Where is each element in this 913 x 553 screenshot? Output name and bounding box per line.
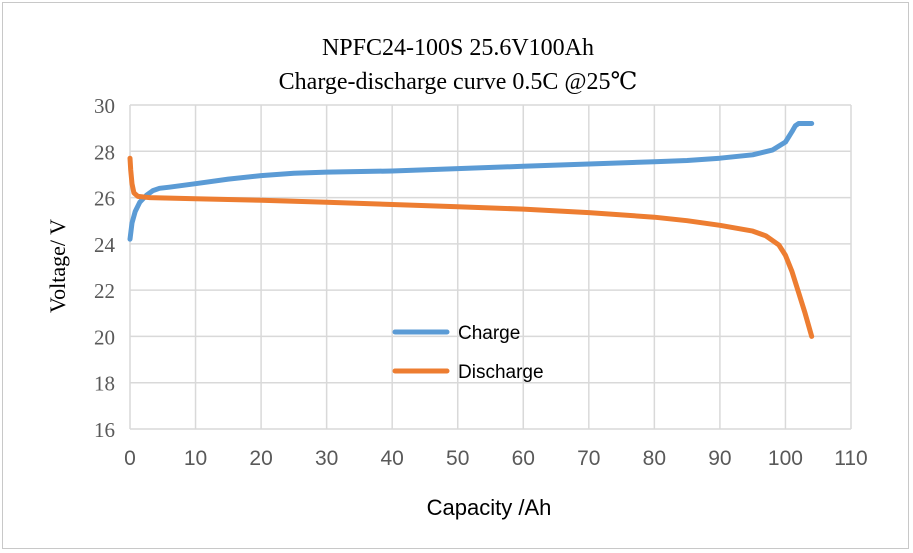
y-tick-label: 16 xyxy=(94,418,115,442)
series-lines xyxy=(127,121,815,339)
chart-title: NPFC24-100S 25.6V100Ah xyxy=(322,35,594,61)
x-axis-label: Capacity /Ah xyxy=(427,495,552,520)
x-tick-label: 0 xyxy=(124,447,136,470)
x-tick-label: 80 xyxy=(643,447,666,470)
x-tick-label: 100 xyxy=(768,447,803,470)
x-tick-label: 40 xyxy=(381,447,404,470)
series-line-discharge xyxy=(127,155,815,339)
x-tick-label: 60 xyxy=(512,447,535,470)
x-tick-label: 10 xyxy=(184,447,207,470)
x-tick-label: 90 xyxy=(708,447,731,470)
y-tick-label: 24 xyxy=(94,233,116,257)
y-tick-label: 18 xyxy=(94,372,115,396)
series-line-charge xyxy=(127,121,815,242)
y-tick-label: 28 xyxy=(94,140,115,164)
x-tick-label: 20 xyxy=(249,447,272,470)
y-tick-label: 20 xyxy=(94,325,115,349)
legend-label-discharge: Discharge xyxy=(458,362,544,383)
chart-subtitle: Charge-discharge curve 0.5C @25℃ xyxy=(279,69,638,95)
y-axis-label: Voltage/ V xyxy=(45,219,70,313)
legend: Charge Discharge xyxy=(392,323,544,383)
x-tick-label: 70 xyxy=(577,447,600,470)
y-tick-label: 30 xyxy=(94,94,115,118)
x-tick-label: 50 xyxy=(446,447,469,470)
tick-labels: 16 18 20 22 24 26 28 30 0 10 20 30 40 50 60 70 80 90 100 11… xyxy=(94,94,868,470)
legend-label-charge: Charge xyxy=(458,323,520,344)
x-tick-label: 30 xyxy=(315,447,338,470)
x-tick-label: 110 xyxy=(834,447,867,470)
chart-svg: 16 18 20 22 24 26 28 30 0 10 20 30 40 50 60 70 80 90 100 11… xyxy=(45,35,868,520)
y-tick-label: 22 xyxy=(94,279,115,303)
y-tick-label: 26 xyxy=(94,187,115,211)
